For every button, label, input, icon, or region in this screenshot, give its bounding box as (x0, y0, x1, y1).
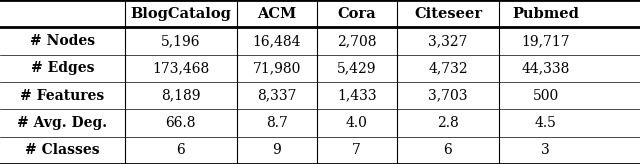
Text: 44,338: 44,338 (522, 61, 570, 75)
Text: 3,327: 3,327 (428, 34, 468, 48)
Text: 2.8: 2.8 (437, 116, 459, 130)
Text: 173,468: 173,468 (152, 61, 209, 75)
Text: 6: 6 (177, 143, 185, 157)
Text: Cora: Cora (337, 7, 376, 21)
Text: # Nodes: # Nodes (30, 34, 95, 48)
Text: 8,189: 8,189 (161, 89, 200, 103)
Text: ACM: ACM (257, 7, 296, 21)
Text: 16,484: 16,484 (253, 34, 301, 48)
Text: 6: 6 (444, 143, 452, 157)
Text: # Edges: # Edges (31, 61, 94, 75)
Text: 8.7: 8.7 (266, 116, 288, 130)
Text: BlogCatalog: BlogCatalog (131, 7, 231, 21)
Text: 66.8: 66.8 (166, 116, 196, 130)
Text: 19,717: 19,717 (522, 34, 570, 48)
Text: 4,732: 4,732 (428, 61, 468, 75)
Text: 2,708: 2,708 (337, 34, 376, 48)
Text: 5,196: 5,196 (161, 34, 200, 48)
Text: Pubmed: Pubmed (512, 7, 579, 21)
Text: # Features: # Features (20, 89, 104, 103)
Text: 500: 500 (532, 89, 559, 103)
Text: 71,980: 71,980 (253, 61, 301, 75)
Text: 4.5: 4.5 (534, 116, 557, 130)
Text: 1,433: 1,433 (337, 89, 376, 103)
Text: 8,337: 8,337 (257, 89, 296, 103)
Text: 4.0: 4.0 (346, 116, 368, 130)
Text: 9: 9 (273, 143, 281, 157)
Text: 7: 7 (353, 143, 361, 157)
Text: # Avg. Deg.: # Avg. Deg. (17, 116, 108, 130)
Text: 3: 3 (541, 143, 550, 157)
Text: 3,703: 3,703 (428, 89, 468, 103)
Text: Citeseer: Citeseer (414, 7, 482, 21)
Text: # Classes: # Classes (25, 143, 100, 157)
Text: 5,429: 5,429 (337, 61, 376, 75)
